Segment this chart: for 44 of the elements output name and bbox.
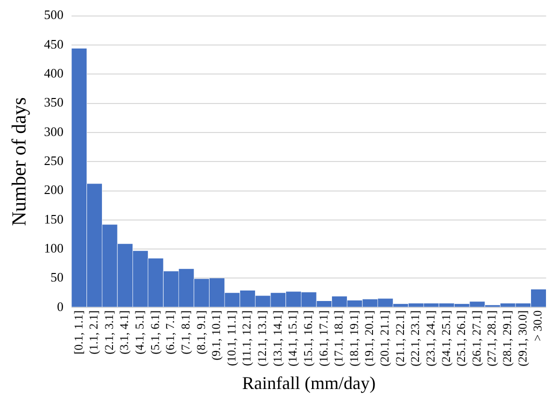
x-tick-label: (10.1, 11.1] [224,310,238,366]
x-tick-label: (8.1, 9.1] [194,310,208,354]
y-tick-label: 50 [50,270,64,285]
x-tick-label: (11.1, 12.1] [240,310,254,366]
x-tick-label: (5.1, 6.1] [148,310,162,354]
x-tick-label: (9.1, 10.1] [209,310,224,360]
y-tick-label: 300 [44,124,64,139]
x-tick-label: (28.1, 29.1] [500,310,514,366]
x-tick-label: (19.1, 20.1] [362,310,376,366]
x-tick-label: (15.1, 16.1] [300,310,315,366]
x-tick-label: (2.1, 3.1] [102,310,116,354]
x-tick-label: (18.1, 19.1] [346,310,361,366]
x-tick-label: [0.1, 1.1] [71,310,86,354]
x-tick-label: (24.1, 25.1] [438,310,453,366]
x-tick-label: (27.1, 28.1] [484,310,499,366]
x-tick-label: (1.1, 2.1] [86,310,101,354]
x-tick-label: (7.1, 8.1] [178,310,192,354]
x-tick-label: (16.1, 17.1] [316,310,330,366]
y-tick-label: 0 [57,298,64,314]
y-tick-label: 500 [44,7,64,22]
y-tick-label: 400 [44,66,64,81]
x-tick-label: (26.1, 27.1] [469,310,484,366]
x-tick-label: (4.1, 5.1] [132,310,147,354]
x-tick-label: (23.1, 24.1] [423,310,438,366]
y-tick-label: 200 [44,182,64,198]
x-tick-label: (14.1, 15.1] [286,310,300,366]
x-tick-label: (21.1, 22.1] [392,310,407,366]
y-tick-label: 250 [44,153,64,168]
x-axis-title: Rainfall (mm/day) [242,372,376,393]
y-tick-label: 100 [44,240,64,256]
x-tick-label: (3.1, 4.1] [117,310,132,354]
x-tick-label: (25.1, 26.1] [454,310,468,366]
y-tick-label: 150 [44,211,64,226]
x-tick-label: (22.1, 23.1] [408,310,422,366]
y-axis-title: Number of days [8,96,30,226]
x-tick-label: (6.1, 7.1] [163,310,178,354]
x-tick-label: (29.1, 30.0] [515,310,530,366]
x-tick-label: > 30.0 [530,310,545,342]
x-tick-label: (12.1, 13.1] [255,310,270,366]
x-tick-label: (13.1, 14.1] [270,310,284,366]
y-tick-label: 350 [44,94,64,110]
y-tick-label: 450 [44,36,64,52]
x-tick-label: (17.1, 18.1] [332,310,346,366]
x-tick-label: (20.1, 21.1] [378,310,392,366]
